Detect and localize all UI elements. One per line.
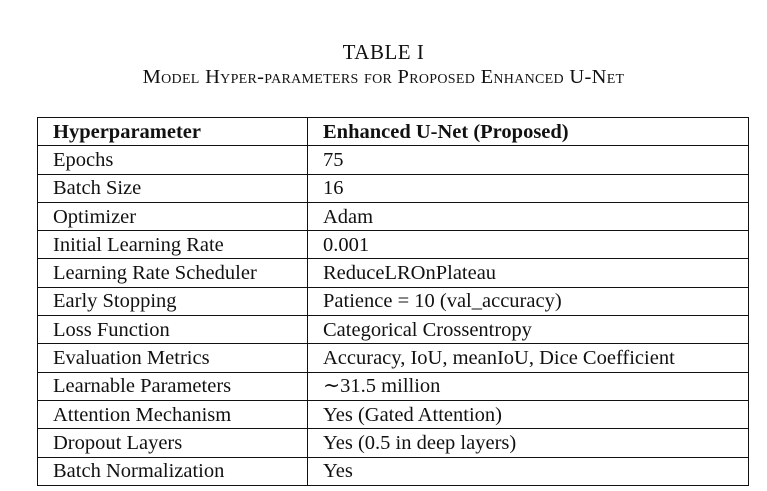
row-value: Yes	[307, 456, 749, 486]
header-enhanced-unet: Enhanced U-Net (Proposed)	[307, 116, 749, 147]
hyperparameter-table-container: Hyperparameter Enhanced U-Net (Proposed)…	[37, 116, 749, 486]
row-label: Batch Size	[37, 173, 308, 203]
row-value: Yes (Gated Attention)	[307, 399, 749, 430]
row-label: Loss Function	[37, 315, 308, 345]
table-row: Epochs 75	[37, 145, 749, 175]
row-value: 75	[307, 145, 749, 175]
row-value: 0.001	[307, 230, 749, 260]
table-row: Initial Learning Rate 0.001	[37, 230, 749, 260]
row-value: Accuracy, IoU, meanIoU, Dice Coefficient	[307, 343, 749, 373]
table-row: Attention Mechanism Yes (Gated Attention…	[37, 399, 749, 430]
table-row: Batch Normalization Yes	[37, 456, 749, 486]
row-label: Batch Normalization	[37, 456, 308, 486]
row-label: Initial Learning Rate	[37, 230, 308, 260]
row-value: Patience = 10 (val_accuracy)	[307, 286, 749, 317]
row-label: Dropout Layers	[37, 428, 308, 458]
table-row: Early Stopping Patience = 10 (val_accura…	[37, 286, 749, 317]
table-row: Evaluation Metrics Accuracy, IoU, meanIo…	[37, 343, 749, 373]
table-row: Optimizer Adam	[37, 201, 749, 232]
row-value: Yes (0.5 in deep layers)	[307, 428, 749, 458]
hyperparameter-table: Hyperparameter Enhanced U-Net (Proposed)…	[37, 116, 749, 486]
table-row: Dropout Layers Yes (0.5 in deep layers)	[37, 428, 749, 458]
row-label: Epochs	[37, 145, 308, 175]
row-label: Early Stopping	[37, 286, 308, 317]
table-row: Batch Size 16	[37, 173, 749, 203]
table-row: Learning Rate Scheduler ReduceLROnPlatea…	[37, 258, 749, 288]
row-value: Adam	[307, 201, 749, 232]
row-label: Evaluation Metrics	[37, 343, 308, 373]
row-value: 16	[307, 173, 749, 203]
header-hyperparameter: Hyperparameter	[37, 116, 308, 147]
row-value: ReduceLROnPlateau	[307, 258, 749, 288]
row-label: Learning Rate Scheduler	[37, 258, 308, 288]
table-row: Loss Function Categorical Crossentropy	[37, 315, 749, 345]
row-value: Categorical Crossentropy	[307, 315, 749, 345]
row-label: Attention Mechanism	[37, 399, 308, 430]
row-label: Optimizer	[37, 201, 308, 232]
table-caption-label: TABLE I	[342, 40, 425, 64]
table-row: Learnable Parameters ∼31.5 million	[37, 371, 749, 401]
table-header-row: Hyperparameter Enhanced U-Net (Proposed)	[37, 116, 749, 147]
table-caption-title: Model Hyper-parameters for Proposed Enha…	[142, 66, 625, 88]
row-label: Learnable Parameters	[37, 371, 308, 401]
row-value: ∼31.5 million	[307, 371, 749, 401]
